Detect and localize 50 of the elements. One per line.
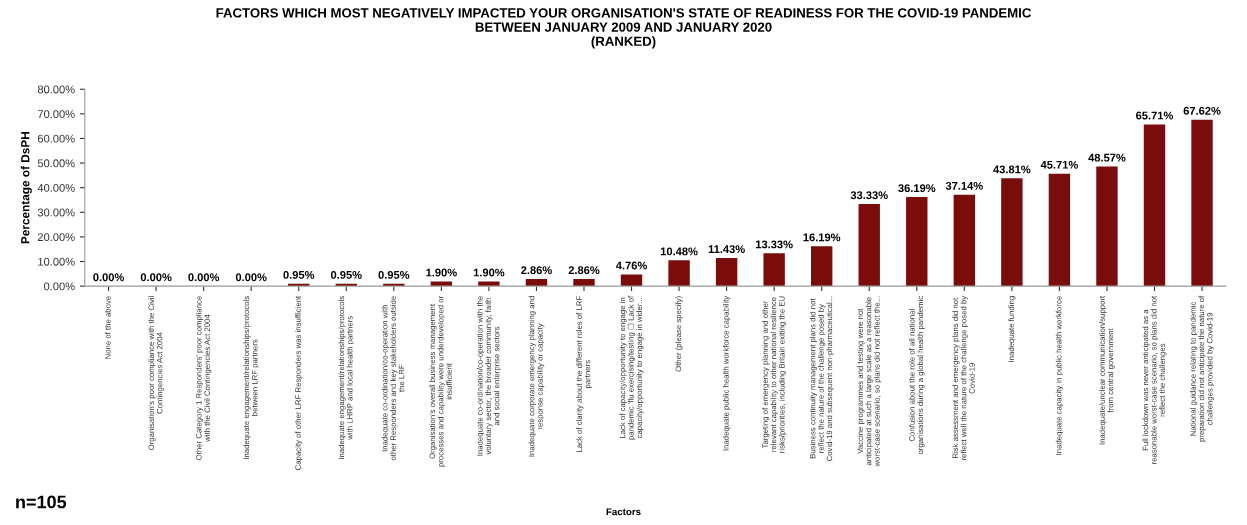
bar bbox=[715, 258, 738, 287]
y-tick-label: 20.00% bbox=[37, 233, 75, 242]
bar bbox=[906, 197, 928, 287]
data-label: 4.76% bbox=[615, 261, 647, 270]
data-label: 33.33% bbox=[850, 191, 888, 200]
y-tick-label: 0.00% bbox=[44, 282, 75, 291]
data-label: 1.90% bbox=[426, 268, 457, 277]
bar bbox=[811, 246, 833, 287]
data-label: 67.62% bbox=[1183, 106, 1221, 115]
y-tick-label: 70.00% bbox=[37, 110, 75, 118]
bar bbox=[1001, 178, 1023, 287]
data-label: 37.14% bbox=[945, 181, 983, 190]
data-label: 48.57% bbox=[1088, 153, 1126, 162]
bar bbox=[763, 253, 785, 287]
data-label: 16.19% bbox=[803, 233, 841, 242]
data-label: 65.71% bbox=[1136, 111, 1174, 120]
data-label: 0.00% bbox=[235, 273, 267, 282]
bar bbox=[668, 260, 690, 287]
y-tick-label: 80.00% bbox=[37, 85, 75, 94]
chart-title: FACTORS WHICH MOST NEGATIVELY IMPACTED YOUR ORGANISATION'S STATE OF READINESS FOR THE COVID-19 PANDEMIC BETWEEN JANUARY 2009 AND JANUARY 2020 (RANKED) bbox=[216, 8, 1031, 49]
data-label: 1.90% bbox=[473, 268, 505, 277]
bar bbox=[1191, 119, 1213, 287]
y-tick-label: 30.00% bbox=[37, 208, 75, 217]
y-tick-label: 60.00% bbox=[37, 134, 75, 143]
y-tick-label: 50.00% bbox=[37, 159, 75, 168]
bar bbox=[1143, 124, 1166, 287]
data-label: 0.00% bbox=[93, 273, 125, 282]
data-label: 2.86% bbox=[568, 266, 600, 275]
data-label: 0.95% bbox=[283, 270, 315, 279]
bar bbox=[620, 274, 643, 287]
data-label: 43.81% bbox=[993, 165, 1031, 174]
x-axis-title: Factors bbox=[606, 508, 641, 516]
data-label: 0.95% bbox=[330, 270, 362, 279]
data-label: 0.00% bbox=[140, 273, 172, 282]
bar bbox=[953, 194, 976, 287]
y-axis-title: Percentage of DsPH bbox=[20, 132, 32, 244]
y-tick-label: 40.00% bbox=[37, 183, 75, 192]
y-tick-label: 10.00% bbox=[38, 257, 75, 266]
data-label: 0.00% bbox=[188, 273, 220, 282]
data-label: 36.19% bbox=[898, 184, 936, 193]
data-label: 13.33% bbox=[756, 240, 793, 249]
bar bbox=[1048, 173, 1071, 287]
data-label: 2.86% bbox=[521, 266, 552, 275]
data-label: 0.95% bbox=[378, 270, 410, 279]
data-label: 11.43% bbox=[708, 245, 745, 254]
data-label: 10.48% bbox=[660, 247, 698, 256]
text: n=105 bbox=[16, 495, 67, 509]
bar bbox=[858, 204, 880, 287]
bar bbox=[1096, 166, 1118, 287]
data-label: 45.71% bbox=[1040, 160, 1078, 169]
